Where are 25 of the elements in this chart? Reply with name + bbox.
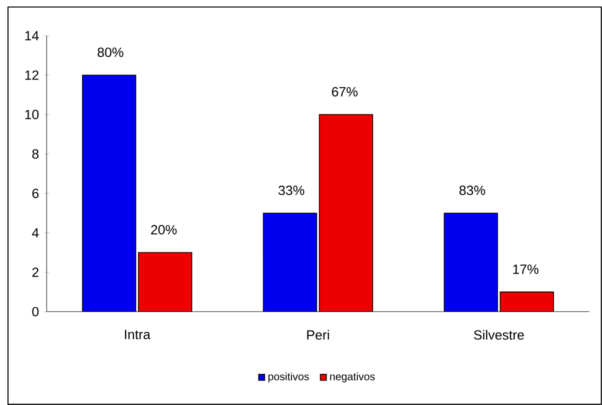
legend-label: negativos — [330, 372, 375, 382]
y-tick-label: 10 — [25, 110, 39, 120]
y-tick-label: 0 — [32, 306, 39, 316]
x-tick-label: Intra — [125, 330, 150, 340]
annotation: 83% — [459, 186, 486, 196]
annotation: 20% — [151, 225, 177, 234]
annotation: 80% — [98, 48, 124, 58]
annotation: 67% — [332, 87, 358, 96]
bar — [138, 252, 192, 312]
y-tick-label: 2 — [32, 268, 38, 277]
bar — [500, 292, 554, 312]
bar — [262, 212, 318, 312]
y-tick-label: 8 — [32, 149, 39, 159]
x-tick-label: Silvestre — [474, 330, 524, 340]
annotation: 17% — [513, 264, 538, 274]
annotation: 33% — [278, 186, 304, 196]
y-tick-label: 4 — [32, 228, 39, 238]
x-tick-label: Peri — [307, 330, 329, 340]
bar — [82, 74, 136, 312]
y-tick-label: 12 — [25, 70, 38, 80]
bar — [318, 114, 374, 312]
legend-label: positivos — [268, 372, 309, 382]
bar — [444, 212, 498, 312]
y-tick-label: 14 — [25, 31, 39, 40]
y-tick-label: 6 — [32, 188, 39, 198]
